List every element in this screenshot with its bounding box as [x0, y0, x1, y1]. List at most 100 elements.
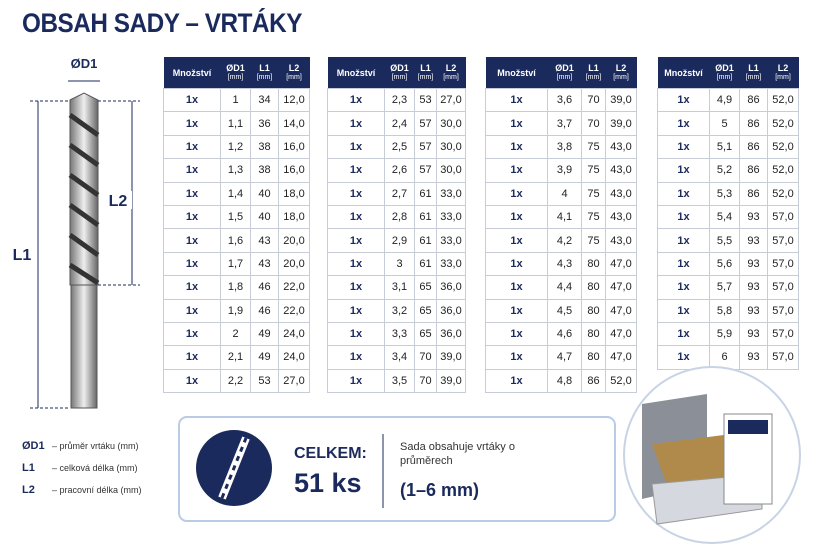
- table-cell: 1x: [485, 345, 548, 370]
- table-cell: 20,0: [278, 228, 310, 253]
- table-cell: 40: [250, 204, 279, 230]
- header-label: L2: [445, 62, 457, 73]
- table-row: 1x 5,9 93 57,0: [657, 321, 799, 347]
- table-cell: 1,3: [220, 158, 251, 183]
- table-cell: 93: [739, 204, 768, 230]
- table-row: 1x 3,3 65 36,0: [327, 321, 466, 347]
- table-cell: 65: [414, 275, 437, 300]
- table-cell: 86: [739, 111, 768, 136]
- table-cell: 49: [250, 345, 279, 370]
- table-row: 1x 4,2 75 43,0: [485, 228, 637, 253]
- table-cell: 24,0: [278, 321, 310, 347]
- table-cell: 70: [414, 345, 437, 370]
- table-row: 1x 3,8 75 43,0: [485, 134, 637, 160]
- table-cell: 93: [739, 251, 768, 277]
- header-label: Množství: [336, 67, 376, 78]
- header-cell: Množství: [485, 57, 548, 89]
- table-cell: 1x: [485, 158, 548, 183]
- header-label: L1: [748, 62, 759, 73]
- table-cell: 5,4: [709, 204, 740, 230]
- table-cell: 18,0: [278, 181, 310, 206]
- table-cell: 1x: [163, 158, 221, 183]
- table-cell: 1x: [163, 298, 221, 323]
- table-cell: 39,0: [436, 345, 466, 370]
- table-row: 1x 1,1 36 14,0: [163, 111, 310, 136]
- table-row: 1x 4,8 86 52,0: [485, 368, 637, 394]
- table-cell: 61: [414, 204, 437, 230]
- drill-diagram: ØD1 L1 L2: [12, 56, 140, 409]
- table-row: 1x 2,7 61 33,0: [327, 181, 466, 206]
- table-cell: 34: [250, 87, 279, 113]
- header-unit: [mm]: [443, 73, 459, 81]
- table-cell: 1,7: [220, 251, 251, 277]
- table-cell: 1x: [485, 321, 548, 347]
- table-cell: 80: [581, 345, 606, 370]
- table-row: 1x 4,9 86 52,0: [657, 87, 799, 113]
- l1-label: L1: [13, 247, 32, 264]
- table-cell: 1x: [657, 111, 710, 136]
- table-row: 1x 5,5 93 57,0: [657, 228, 799, 253]
- table-cell: 2,7: [384, 181, 415, 206]
- header-label: L1: [420, 62, 431, 73]
- table-cell: 1,5: [220, 204, 251, 230]
- table-cell: 3,7: [547, 111, 582, 136]
- table-cell: 52,0: [605, 368, 637, 394]
- header-cell: L1 [mm]: [739, 57, 768, 89]
- table-cell: 1x: [327, 111, 385, 136]
- table-row: 1x 4 75 43,0: [485, 181, 637, 206]
- table-cell: 1x: [327, 321, 385, 347]
- header-unit: [mm]: [417, 73, 434, 81]
- table-cell: 75: [581, 228, 606, 253]
- header-unit: [mm]: [775, 73, 791, 81]
- header-unit: [mm]: [556, 73, 573, 81]
- table-cell: 93: [739, 321, 768, 347]
- legend-item: ØD1 – průměr vrtáku (mm): [22, 440, 139, 452]
- table-row: 1x 1,9 46 22,0: [163, 298, 310, 323]
- table-cell: 5,7: [709, 275, 740, 300]
- table-cell: 86: [581, 368, 606, 394]
- table-cell: 46: [250, 275, 279, 300]
- table-cell: 1x: [327, 181, 385, 206]
- table-cell: 1x: [657, 134, 710, 160]
- table-row: 1x 3 61 33,0: [327, 251, 466, 277]
- table-cell: 1x: [327, 158, 385, 183]
- header-cell: Množství: [163, 57, 221, 89]
- table-cell: 93: [739, 345, 768, 370]
- table-row: 1x 5 86 52,0: [657, 111, 799, 136]
- table-cell: 52,0: [767, 134, 799, 160]
- table-cell: 1x: [327, 204, 385, 230]
- table-cell: 38: [250, 158, 279, 183]
- header-label: ØD1: [390, 62, 409, 73]
- table-cell: 1: [220, 87, 251, 113]
- table-cell: 61: [414, 251, 437, 277]
- header-cell: L2 [mm]: [436, 57, 466, 89]
- table-row: 1x 5,6 93 57,0: [657, 251, 799, 277]
- header-cell: L1 [mm]: [250, 57, 279, 89]
- table-cell: 36: [250, 111, 279, 136]
- table-row: 1x 2 49 24,0: [163, 321, 310, 347]
- table-cell: 39,0: [436, 368, 466, 394]
- table-cell: 4: [547, 181, 582, 206]
- table-cell: 86: [739, 87, 768, 113]
- header-label: L1: [588, 62, 599, 73]
- table-cell: 57,0: [767, 275, 799, 300]
- table-cell: 47,0: [605, 251, 637, 277]
- l2-label: L2: [109, 193, 128, 210]
- legend-text: – průměr vrtáku (mm): [52, 441, 139, 451]
- table-cell: 52,0: [767, 158, 799, 183]
- summary-text: Sada obsahuje vrtáky o průměrech: [400, 441, 515, 467]
- table-cell: 1x: [327, 228, 385, 253]
- table-cell: 1,9: [220, 298, 251, 323]
- table-cell: 2,8: [384, 204, 415, 230]
- header-unit: [mm]: [585, 73, 602, 81]
- table-cell: 20,0: [278, 251, 310, 277]
- header-label: L2: [615, 62, 627, 73]
- table-cell: 1x: [657, 228, 710, 253]
- table-cell: 27,0: [436, 87, 466, 113]
- table-row: 1x 2,2 53 27,0: [163, 368, 310, 394]
- header-label: ØD1: [555, 62, 574, 73]
- table-cell: 57,0: [767, 228, 799, 253]
- table-cell: 1x: [485, 275, 548, 300]
- table-row: 1x 3,2 65 36,0: [327, 298, 466, 323]
- header-label: L1: [259, 62, 270, 73]
